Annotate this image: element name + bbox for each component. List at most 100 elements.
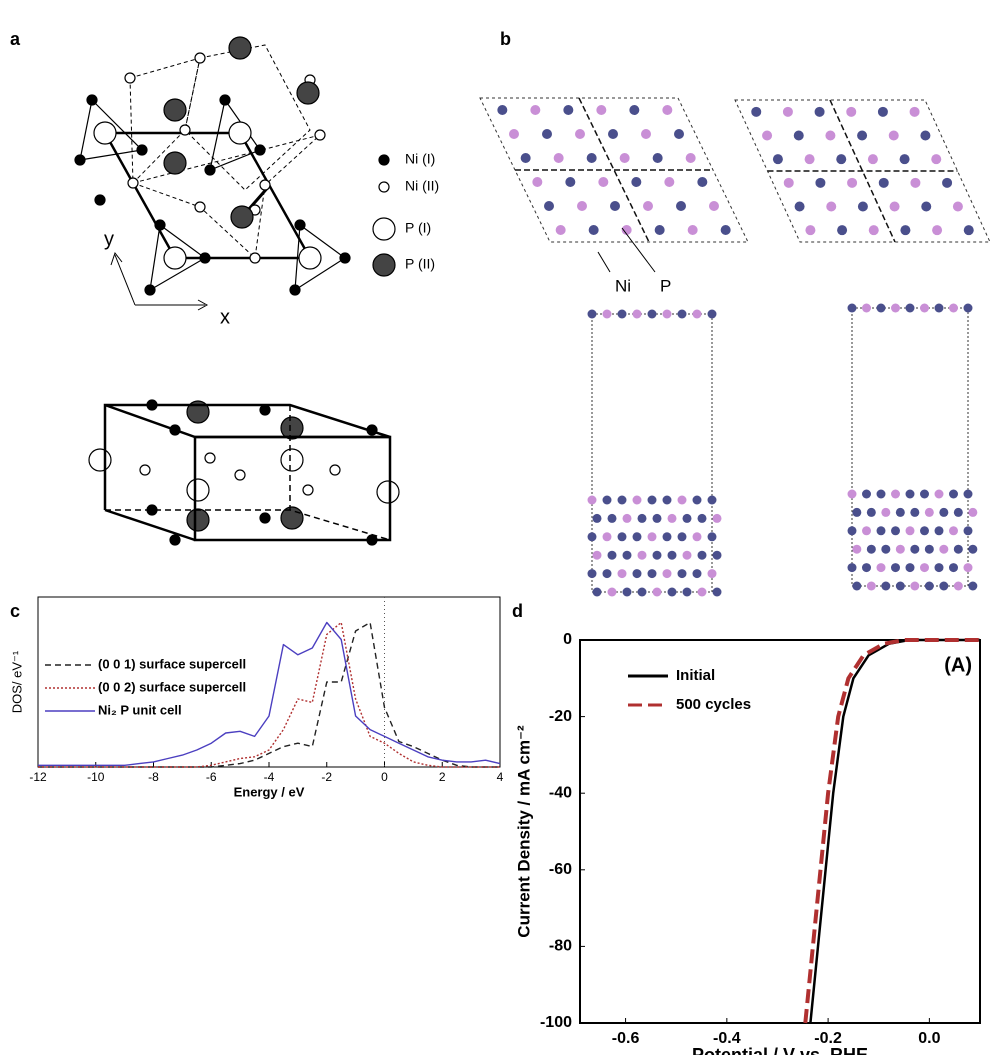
x-tick-label: -4 — [264, 770, 275, 784]
atom — [881, 508, 890, 517]
arrow — [598, 252, 610, 272]
atom — [858, 202, 868, 212]
p-ii-atom — [187, 509, 209, 531]
atom — [890, 202, 900, 212]
p-i-atom — [229, 122, 251, 144]
p-ii-atom — [164, 99, 186, 121]
atom — [623, 588, 632, 597]
x-tick-label: 2 — [439, 770, 446, 784]
atom — [683, 551, 692, 560]
atom — [910, 508, 919, 517]
atom — [648, 569, 657, 578]
atom — [848, 304, 857, 313]
legend-label: P (I) — [405, 220, 431, 236]
atom — [497, 105, 507, 115]
atom — [910, 545, 919, 554]
ni-ii-atom — [205, 453, 215, 463]
atom — [618, 310, 627, 319]
atom — [683, 588, 692, 597]
ni-ii-atom — [195, 202, 205, 212]
atom — [678, 496, 687, 505]
legend-label: 500 cycles — [676, 696, 751, 713]
atom — [896, 545, 905, 554]
atom — [623, 514, 632, 523]
atom — [633, 569, 642, 578]
atom — [954, 582, 963, 591]
atom — [663, 496, 672, 505]
atom — [603, 532, 612, 541]
atom — [949, 304, 958, 313]
ni-ii-atom — [315, 130, 325, 140]
atom — [949, 563, 958, 572]
panel-label: a — [10, 29, 21, 49]
y-tick-label: -80 — [549, 938, 572, 955]
atom — [629, 105, 639, 115]
atom — [588, 569, 597, 578]
atom — [852, 545, 861, 554]
atom — [878, 107, 888, 117]
atom — [848, 526, 857, 535]
legend-label: (0 0 2) surface supercell — [98, 679, 246, 694]
atom — [686, 153, 696, 163]
series-line — [38, 623, 500, 768]
annotation: (A) — [944, 654, 972, 676]
ni-ii-atom — [180, 125, 190, 135]
arrow — [622, 228, 655, 272]
atom — [655, 225, 665, 235]
ni-i-atom — [340, 253, 350, 263]
atom — [575, 129, 585, 139]
ni-i-atom — [137, 145, 147, 155]
atom — [676, 201, 686, 211]
ni-i-atom — [95, 195, 105, 205]
atom — [618, 569, 627, 578]
atom — [862, 490, 871, 499]
atom — [663, 569, 672, 578]
atom — [954, 545, 963, 554]
atom — [906, 490, 915, 499]
atom — [708, 496, 717, 505]
atom — [618, 496, 627, 505]
p-ii-atom — [231, 206, 253, 228]
ni-i-atom — [170, 535, 180, 545]
atom — [521, 153, 531, 163]
ni-i-atom — [260, 513, 270, 523]
figure: a b c d y x Ni (I) Ni (II) P (I) P (II) … — [0, 0, 997, 1055]
atom — [877, 490, 886, 499]
p-i-atom — [164, 247, 186, 269]
atom-label: P — [660, 276, 671, 295]
ni-ii-atom — [330, 465, 340, 475]
atom — [641, 129, 651, 139]
atom — [964, 225, 974, 235]
cell-outline — [592, 314, 712, 592]
atom — [653, 551, 662, 560]
p-i-atom — [94, 122, 116, 144]
atom — [610, 201, 620, 211]
atom — [935, 304, 944, 313]
atom — [964, 526, 973, 535]
atom — [815, 107, 825, 117]
x-tick-label: -2 — [321, 770, 332, 784]
ni-i-atom — [295, 220, 305, 230]
atom — [662, 105, 672, 115]
atom — [603, 569, 612, 578]
atom — [867, 508, 876, 517]
x-tick-label: -8 — [148, 770, 159, 784]
atom — [964, 563, 973, 572]
atom — [968, 508, 977, 517]
atom — [678, 569, 687, 578]
atom — [891, 563, 900, 572]
atom — [931, 154, 941, 164]
atom — [556, 225, 566, 235]
atom — [925, 582, 934, 591]
series-line — [38, 623, 500, 768]
atom — [693, 532, 702, 541]
atom — [698, 514, 707, 523]
series-line — [810, 640, 980, 1023]
pointer-arrows — [598, 228, 655, 272]
atom — [509, 129, 519, 139]
atom — [906, 526, 915, 535]
p-ii-atom — [373, 254, 395, 276]
atom — [837, 225, 847, 235]
y-axis-label: Current Density / mA cm⁻² — [514, 725, 533, 938]
atom — [713, 551, 722, 560]
